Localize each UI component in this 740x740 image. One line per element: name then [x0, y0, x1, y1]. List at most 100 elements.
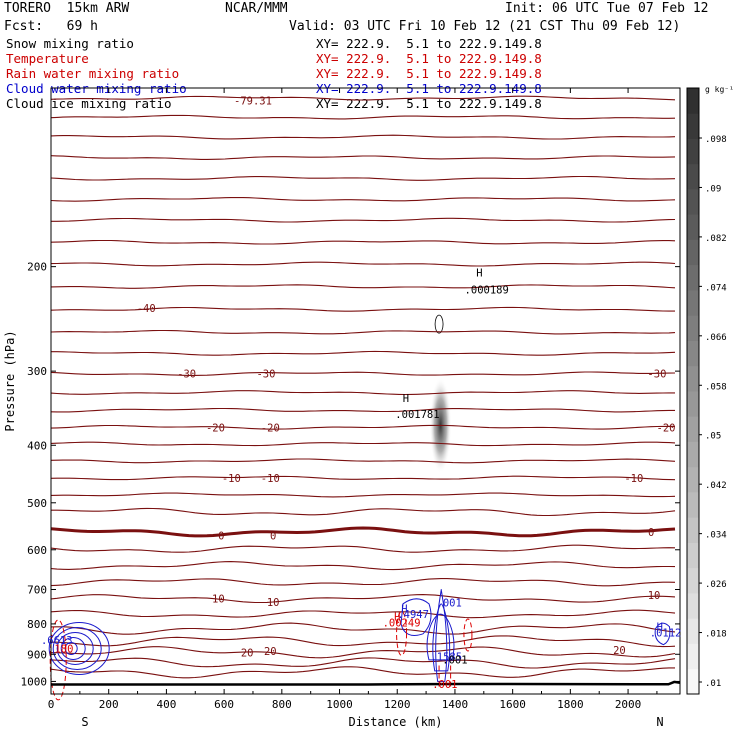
extremum-label: .001781 [395, 409, 439, 421]
y-tick-label: 700 [27, 584, 47, 597]
colorbar-segment [687, 138, 699, 165]
colorbar-segment [687, 441, 699, 468]
plot-frame [50, 87, 681, 695]
temperature-contour [50, 594, 676, 604]
temperature-label: -10 [624, 473, 643, 485]
temperature-label: 0 [270, 531, 276, 543]
temperature-contour [50, 239, 676, 245]
extremum-label: H [394, 612, 400, 624]
extremum-label: .001 [432, 679, 457, 691]
temperature-label: 10 [212, 594, 225, 606]
temperature-contour [50, 609, 676, 619]
temperature-label: -30 [177, 369, 196, 381]
y-tick-label: 900 [27, 648, 47, 661]
extremum-label: .001 [437, 598, 462, 610]
y-tick-label: 200 [27, 261, 47, 274]
temperature-contour [50, 134, 676, 140]
temperature-contour [50, 578, 676, 587]
colorbar-tick-label: .026 [705, 580, 727, 590]
colorbar-segment [687, 239, 699, 266]
cloud-water-contour [52, 626, 102, 670]
terrain-line [51, 680, 681, 686]
colorbar-tick-label: .058 [705, 382, 727, 392]
temperature-contour [50, 441, 676, 447]
temperature-contour [51, 350, 676, 356]
temperature-contour [50, 657, 676, 669]
temperature-contour [50, 475, 676, 481]
temperature-contour [50, 284, 676, 289]
field-name: Snow mixing ratio [6, 36, 134, 51]
temperature-contour [50, 95, 676, 101]
temperature-contour [50, 175, 676, 181]
extremum-label: .0112 [650, 627, 682, 639]
colorbar-segment [687, 643, 699, 670]
colorbar-segment [687, 466, 699, 493]
y-tick-label: 600 [27, 544, 47, 557]
cloud-water-contour [426, 613, 455, 661]
colorbar-tick-label: .098 [705, 135, 727, 145]
temperature-label: -30 [256, 369, 275, 381]
field-xy-range: XY= 222.9. 5.1 to 222.9.149.8 [316, 36, 542, 51]
extremum-label: .00249 [383, 617, 421, 629]
x-tick-label: 1600 [499, 698, 526, 711]
x-tick-label: 2000 [615, 698, 642, 711]
temperature-contour [50, 155, 676, 160]
x-tick-label: 800 [272, 698, 292, 711]
field-xy-range: XY= 222.9. 5.1 to 222.9.149.8 [316, 51, 542, 66]
colorbar-segment [687, 593, 699, 619]
extremum-label: 180 [54, 643, 73, 655]
x-tick-label: 1200 [384, 698, 411, 711]
temperature-label: -10 [222, 473, 241, 485]
colorbar-segment [687, 542, 699, 569]
colorbar-segment [687, 618, 699, 644]
cloud-water-contour [435, 588, 448, 682]
colorbar-segment [687, 214, 699, 240]
cloud-water-contour [48, 621, 110, 675]
colorbar-tick-label: .034 [705, 531, 727, 541]
y-tick-label: 500 [27, 497, 47, 510]
temperature-contour [50, 407, 675, 413]
extremum-label: H [476, 268, 482, 280]
y-tick-label: 800 [27, 618, 47, 631]
temperature-contour [50, 666, 675, 679]
rain-water-contour [49, 619, 67, 701]
extremum-label: .4947 [397, 609, 429, 621]
temperature-label: 10 [267, 597, 280, 609]
temperature-label: -20 [261, 422, 280, 434]
rain-water-contour [396, 610, 408, 656]
temperature-contour [51, 507, 676, 517]
extremum-label: .001 [442, 655, 467, 667]
temperature-contour [50, 329, 676, 335]
colorbar-tick-label: .018 [705, 630, 727, 640]
temperature-label: 0 [218, 531, 224, 543]
temperature-contour [50, 196, 676, 202]
colorbar-segment [687, 340, 699, 367]
colorbar-tick-label: .066 [705, 333, 727, 343]
temperature-contour [51, 646, 676, 659]
temperature-contour [50, 458, 676, 464]
extremum-label: .1585 [430, 651, 462, 663]
temperature-label: 20 [613, 645, 626, 657]
colorbar-frame [686, 87, 700, 695]
colorbar-tick-label: .01 [705, 679, 721, 689]
colorbar-tick-label: .042 [705, 481, 727, 491]
colorbar-segment [687, 113, 699, 139]
cloud-water-contour [60, 636, 86, 660]
colorbar-segment [687, 189, 699, 215]
x-axis-label: Distance (km) [349, 715, 443, 729]
x-tick-label: 1800 [557, 698, 584, 711]
field-name: Cloud ice mixing ratio [6, 96, 172, 111]
field-name: Rain water mixing ratio [6, 66, 180, 81]
temperature-contour [51, 217, 676, 223]
colorbar-tick-label: .05 [705, 432, 721, 442]
colorbar-segment [687, 264, 699, 291]
colorbar-unit: g kg⁻¹ [705, 85, 734, 94]
colorbar-segment [687, 163, 699, 190]
cloud-water-contour [432, 603, 451, 672]
extremum-label: .000189 [465, 285, 509, 297]
temperature-label: 20 [264, 646, 277, 658]
cloud-water-contour [654, 622, 671, 646]
valid-time: Valid: 03 UTC Fri 10 Feb 12 (21 CST Thu … [289, 19, 681, 34]
forecast-hour: Fcst: 69 h [4, 19, 98, 34]
extremum-label: .6613 [41, 635, 73, 647]
